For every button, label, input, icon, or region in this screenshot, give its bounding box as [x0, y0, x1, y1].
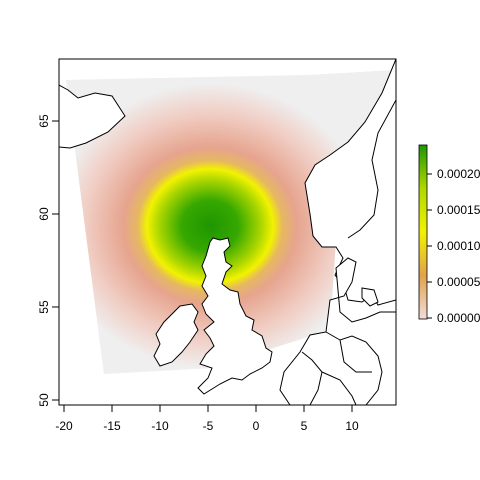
x-tick-label: 0 [253, 419, 260, 433]
great-britain-landmass [197, 237, 273, 395]
y-tick-label: 50 [37, 393, 51, 407]
y-tick-label: 65 [37, 114, 51, 128]
x-tick-label: -10 [151, 419, 169, 433]
sweden-border [347, 99, 396, 239]
legend-tick-label: 0.00005 [437, 275, 480, 289]
x-tick-label: 10 [345, 419, 359, 433]
continent-landmass [279, 257, 396, 405]
x-tick-label: 5 [301, 419, 308, 433]
legend-tick-label: 0.00000 [437, 311, 480, 325]
country-borders [301, 331, 383, 405]
ireland-landmass [153, 303, 199, 367]
legend-colorbar [418, 144, 428, 320]
y-axis: 50 55 60 65 [37, 114, 60, 407]
y-tick-label: 60 [37, 207, 51, 221]
denmark-islands [361, 287, 379, 307]
x-axis: -20 -15 -10 -5 0 5 10 [55, 404, 359, 433]
x-tick-label: -20 [55, 419, 73, 433]
y-tick-label: 55 [37, 300, 51, 314]
density-field [66, 70, 395, 374]
greenland-landmass [59, 84, 126, 149]
legend: 0.00020 0.00015 0.00010 0.00005 0.00000 [418, 144, 480, 325]
legend-tick-label: 0.00015 [437, 203, 480, 217]
legend-tick-label: 0.00010 [437, 239, 480, 253]
map-panel [59, 59, 396, 405]
legend-tick-label: 0.00020 [437, 167, 480, 181]
x-tick-label: -5 [203, 419, 214, 433]
x-tick-label: -15 [103, 419, 121, 433]
